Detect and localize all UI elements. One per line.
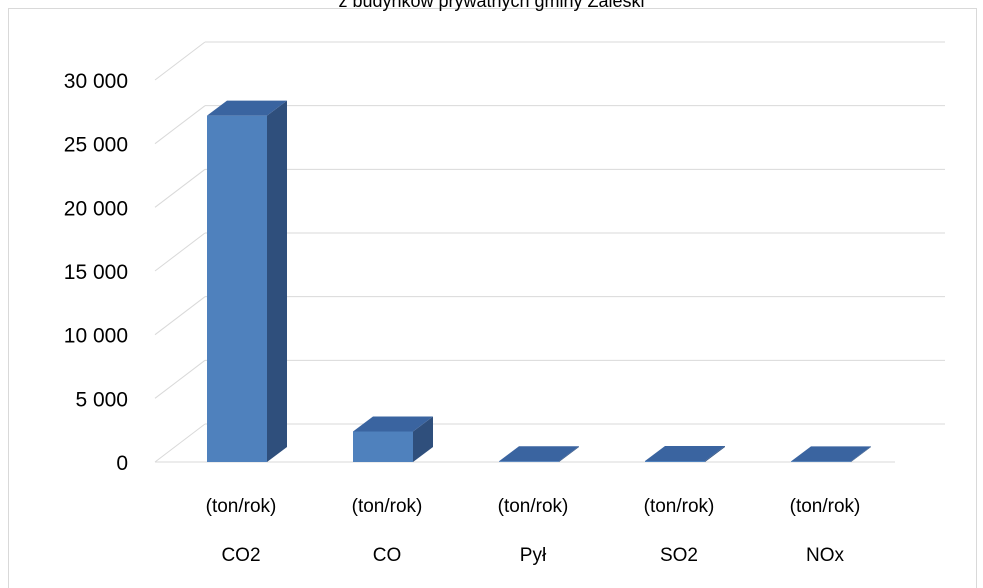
bar-side bbox=[413, 416, 433, 462]
x-unit-label: (ton/rok) bbox=[644, 496, 715, 517]
y-tick-label: 10 000 bbox=[64, 325, 128, 348]
bar-side bbox=[559, 446, 579, 462]
x-unit-label: (ton/rok) bbox=[790, 496, 861, 517]
x-unit-label: (ton/rok) bbox=[206, 496, 277, 517]
gridline-side bbox=[154, 423, 206, 463]
gridline-side bbox=[154, 41, 206, 81]
gridline-side bbox=[154, 296, 206, 336]
bar bbox=[207, 115, 267, 463]
x-category-label: CO2 bbox=[221, 545, 260, 566]
x-category-label: NOx bbox=[806, 545, 845, 566]
gridline-side bbox=[154, 168, 206, 208]
gridline-side bbox=[154, 359, 206, 399]
bar-top bbox=[645, 445, 725, 461]
y-tick-label: 0 bbox=[116, 452, 128, 475]
bar bbox=[499, 461, 559, 462]
bar-side bbox=[851, 446, 871, 462]
chart-title: z budynków prywatnych gminy Zaleski bbox=[338, 0, 645, 11]
bar bbox=[645, 460, 705, 462]
y-tick-label: 25 000 bbox=[64, 134, 128, 157]
y-tick-label: 20 000 bbox=[64, 197, 128, 220]
x-category-label: SO2 bbox=[660, 545, 698, 566]
bar-top bbox=[353, 416, 433, 432]
bar bbox=[791, 461, 851, 462]
y-tick-label: 15 000 bbox=[64, 261, 128, 284]
x-category-label: CO bbox=[373, 545, 402, 566]
bar-side bbox=[267, 100, 287, 463]
chart-frame bbox=[8, 8, 977, 588]
x-unit-label: (ton/rok) bbox=[352, 496, 423, 517]
bar-top bbox=[791, 446, 871, 462]
x-unit-label: (ton/rok) bbox=[498, 496, 569, 517]
y-tick-label: 5 000 bbox=[75, 388, 128, 411]
bar-top bbox=[499, 446, 579, 462]
bar-side bbox=[705, 445, 725, 462]
x-category-label: Pył bbox=[520, 545, 547, 566]
bar bbox=[353, 431, 413, 462]
gridline-side bbox=[154, 105, 206, 145]
bar-top bbox=[207, 100, 287, 116]
gridline-side bbox=[154, 232, 206, 272]
y-tick-label: 30 000 bbox=[64, 70, 128, 93]
